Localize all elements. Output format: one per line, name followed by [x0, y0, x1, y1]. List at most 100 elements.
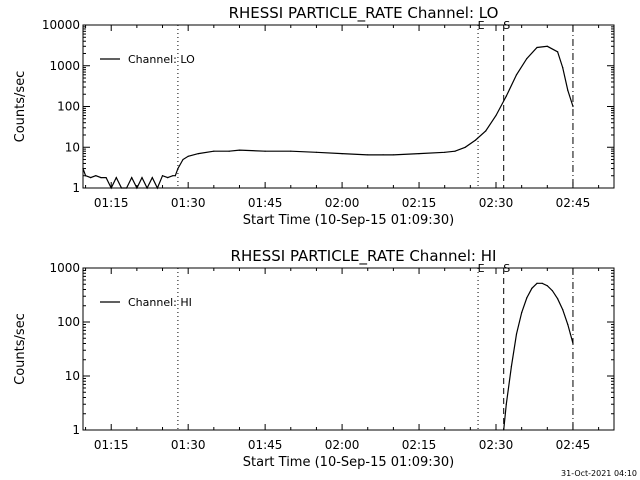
y-axis-label: Counts/sec: [13, 71, 28, 143]
series-line: [82, 45, 574, 190]
data-point: [151, 177, 153, 179]
legend-entry: Channel: LO: [128, 53, 195, 66]
data-point: [315, 151, 317, 153]
chart-panel-2: [82, 267, 615, 431]
data-point: [485, 130, 487, 132]
data-point: [444, 151, 446, 153]
data-point: [503, 429, 505, 431]
data-point: [567, 323, 569, 326]
data-point: [85, 175, 87, 177]
data-point: [541, 282, 543, 284]
data-point: [131, 177, 133, 179]
data-point: [521, 311, 523, 314]
data-point: [510, 365, 512, 368]
x-tick-label: 01:30: [171, 196, 206, 210]
y-tick-label: 1000: [49, 261, 80, 275]
data-point: [238, 149, 241, 151]
x-axis-label: Start Time (10-Sep-15 01:09:30): [243, 455, 454, 470]
data-point: [187, 155, 189, 157]
data-point: [557, 298, 559, 300]
data-point: [572, 105, 574, 108]
x-tick-label: 02:15: [402, 438, 437, 452]
data-point: [382, 154, 384, 156]
legend-entry: Channel: HI: [128, 296, 192, 309]
data-point: [146, 187, 148, 189]
plot-frame: [82, 24, 615, 189]
data-point: [569, 333, 572, 335]
data-point: [562, 309, 564, 311]
data-point: [228, 150, 230, 152]
x-tick-label: 01:15: [94, 438, 129, 452]
series-line: [503, 282, 574, 431]
data-point: [95, 175, 97, 177]
data-point: [197, 153, 199, 155]
x-tick-label: 01:45: [248, 438, 283, 452]
data-point: [505, 403, 507, 405]
x-tick-label: 02:30: [479, 438, 514, 452]
data-point: [161, 175, 164, 177]
data-point: [367, 154, 369, 156]
event-label: E: [478, 19, 485, 32]
data-point: [177, 168, 179, 170]
y-tick-label: 1: [72, 181, 80, 195]
timestamp-footer: 31-Oct-2021 04:10: [561, 469, 637, 478]
data-point: [82, 168, 84, 170]
x-tick-label: 01:30: [171, 438, 206, 452]
data-point: [341, 153, 343, 155]
data-point: [264, 150, 266, 152]
x-tick-label: 02:30: [479, 196, 514, 210]
data-point: [90, 177, 92, 179]
x-tick-label: 02:00: [325, 196, 360, 210]
data-point: [174, 175, 176, 177]
x-tick-label: 02:45: [556, 438, 591, 452]
data-point: [105, 177, 107, 179]
y-tick-label: 100: [57, 100, 80, 114]
data-point: [562, 67, 564, 69]
event-label: E: [478, 262, 485, 275]
data-point: [120, 187, 123, 189]
data-point: [392, 154, 394, 156]
y-tick-label: 1: [72, 423, 80, 437]
data-point: [531, 287, 533, 289]
data-point: [213, 150, 215, 152]
plot-frame: [82, 267, 615, 431]
data-point: [474, 139, 477, 141]
data-point: [551, 290, 554, 292]
data-point: [156, 187, 158, 189]
data-point: [110, 187, 112, 189]
data-point: [505, 95, 507, 97]
data-point: [182, 158, 184, 161]
data-point: [136, 187, 138, 189]
data-point: [126, 187, 128, 189]
event-label: S: [503, 19, 510, 32]
x-tick-label: 02:15: [402, 196, 437, 210]
y-tick-label: 10000: [42, 18, 80, 32]
x-axis-label: Start Time (10-Sep-15 01:09:30): [243, 213, 454, 228]
data-point: [536, 46, 538, 49]
x-tick-label: 02:45: [556, 196, 591, 210]
data-point: [572, 342, 574, 345]
data-point: [495, 114, 497, 117]
chart-title: RHESSI PARTICLE_RATE Channel: LO: [229, 4, 499, 23]
event-label: S: [503, 262, 510, 275]
data-point: [536, 282, 538, 284]
y-tick-label: 10: [65, 369, 80, 383]
data-point: [546, 285, 548, 287]
data-point: [167, 177, 169, 179]
data-point: [526, 297, 528, 299]
data-point: [115, 177, 117, 179]
y-tick-label: 10: [65, 140, 80, 154]
data-point: [464, 146, 466, 148]
data-point: [141, 177, 143, 179]
data-point: [515, 333, 518, 335]
chart-title: RHESSI PARTICLE_RATE Channel: HI: [231, 247, 497, 266]
data-point: [515, 74, 518, 76]
x-tick-label: 01:15: [94, 196, 129, 210]
y-tick-label: 100: [57, 315, 80, 329]
data-point: [172, 175, 174, 177]
y-axis-label: Counts/sec: [13, 313, 28, 385]
data-point: [557, 51, 559, 53]
x-tick-label: 01:45: [248, 196, 283, 210]
data-point: [290, 150, 292, 152]
